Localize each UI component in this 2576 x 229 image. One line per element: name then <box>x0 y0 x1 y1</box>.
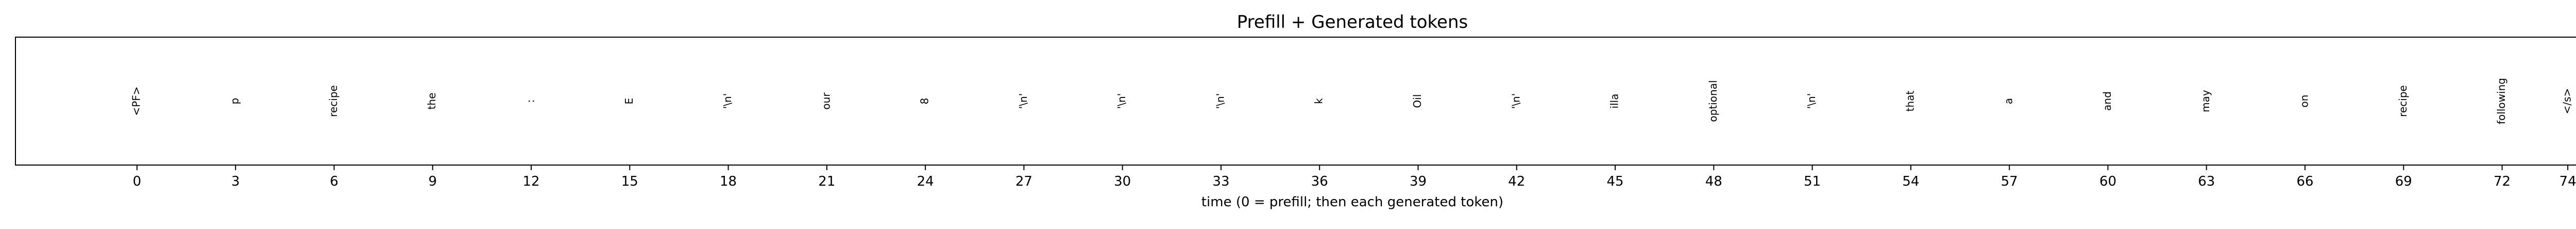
x-tick-label: 60 <box>2099 174 2116 189</box>
plot-frame <box>15 37 2576 166</box>
x-axis-ticks: 0 3 6 9 12 15 18 21 24 27 30 33 36 39 42 45 48 51 54 57 60 63… <box>133 165 2576 189</box>
token-label: recipe <box>2397 85 2409 117</box>
token-label: Oil <box>1411 94 1423 108</box>
x-tick-label: 15 <box>621 174 638 189</box>
x-tick-label: 45 <box>1607 174 1624 189</box>
token-label: and <box>2101 91 2113 111</box>
x-tick-label: 66 <box>2296 174 2313 189</box>
x-tick-label: 30 <box>1114 174 1131 189</box>
x-tick-label: 9 <box>428 174 437 189</box>
x-tick-label: 12 <box>522 174 539 189</box>
token-label: E <box>623 98 635 105</box>
x-axis-label: time (0 = prefill; then each generated t… <box>1201 194 1503 210</box>
token-label: '\n' <box>1214 93 1226 109</box>
x-tick-label: 48 <box>1705 174 1722 189</box>
x-tick-label: 3 <box>231 174 240 189</box>
x-tick-label: 74 <box>2560 174 2576 189</box>
x-tick-label: 39 <box>1410 174 1427 189</box>
token-label: that <box>1904 91 1916 112</box>
token-label: '\n' <box>721 93 734 109</box>
token-label: '\n' <box>1805 93 1818 109</box>
chart-title: Prefill + Generated tokens <box>1237 12 1468 32</box>
token-label: '\n' <box>1510 93 1522 109</box>
x-tick-label: 18 <box>720 174 737 189</box>
token-labels: <PF> p recipe the: E '\n' our 8 '\n' '\n' '\n' k Oil… <box>130 78 2573 124</box>
x-tick-label: 6 <box>330 174 338 189</box>
x-tick-label: 33 <box>1212 174 1229 189</box>
token-label: <PF> <box>130 86 142 116</box>
x-tick-label: 69 <box>2395 174 2412 189</box>
x-tick-label: 57 <box>2001 174 2018 189</box>
x-tick-label: 72 <box>2494 174 2511 189</box>
x-tick-label: 27 <box>1015 174 1032 189</box>
token-label: '\n' <box>1017 93 1029 109</box>
token-label: optional <box>1707 80 1719 122</box>
x-tick-label: 36 <box>1311 174 1328 189</box>
token-label: : <box>524 100 537 103</box>
token-label: '\n' <box>1115 93 1128 109</box>
x-tick-label: 42 <box>1508 174 1525 189</box>
token-label: illa <box>1608 94 1621 109</box>
token-label: </s> <box>2561 88 2573 114</box>
x-tick-label: 54 <box>1902 174 1919 189</box>
x-tick-label: 24 <box>917 174 934 189</box>
x-tick-label: 63 <box>2198 174 2215 189</box>
x-tick-label: 0 <box>133 174 142 189</box>
token-label: may <box>2199 90 2212 112</box>
token-label: our <box>820 92 832 110</box>
x-tick-label: 51 <box>1804 174 1821 189</box>
token-label: p <box>229 98 241 105</box>
token-label: k <box>1313 98 1325 104</box>
token-label: 8 <box>919 98 931 105</box>
token-label: a <box>2003 98 2015 104</box>
token-label: recipe <box>327 85 340 117</box>
x-tick-label: 21 <box>818 174 835 189</box>
token-label: following <box>2495 78 2507 124</box>
token-label: on <box>2298 95 2311 108</box>
token-label: the <box>426 93 438 110</box>
